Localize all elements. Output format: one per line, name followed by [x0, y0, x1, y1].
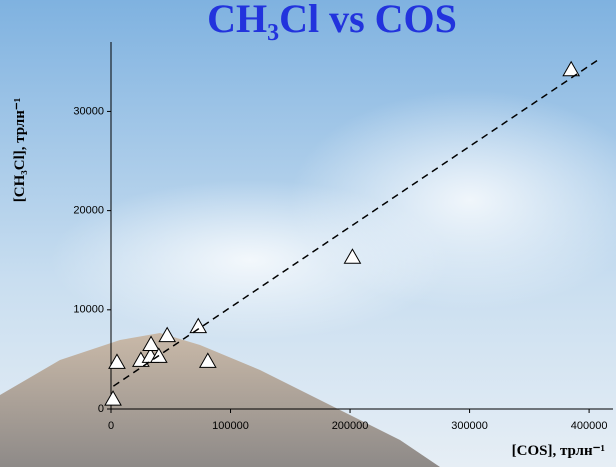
x-tick-label: 400000: [571, 420, 608, 432]
x-axis-label: [COS], трлн⁻¹: [512, 443, 605, 459]
x-tick-label: 0: [108, 420, 114, 432]
chart-title: CH₃Cl vs COS: [207, 0, 457, 41]
point: [198, 352, 217, 368]
point: [189, 317, 208, 334]
point: [142, 335, 160, 352]
x-tick-label: 100000: [212, 420, 249, 432]
point: [343, 248, 362, 264]
point: [158, 326, 177, 343]
point: [562, 60, 581, 77]
fit-line: [112, 57, 602, 387]
point: [108, 353, 126, 369]
y-axis-label: [CH₃Cl], трлн⁻¹: [12, 98, 28, 202]
x-tick-label: 300000: [451, 420, 488, 432]
x-tick-label: 200000: [332, 420, 369, 432]
point: [104, 390, 122, 406]
y-tick-label: 30000: [73, 105, 104, 117]
cloud: [50, 180, 450, 340]
y-tick-label: 0: [98, 403, 104, 415]
y-tick-label: 10000: [73, 304, 104, 316]
y-tick-label: 20000: [73, 205, 104, 217]
